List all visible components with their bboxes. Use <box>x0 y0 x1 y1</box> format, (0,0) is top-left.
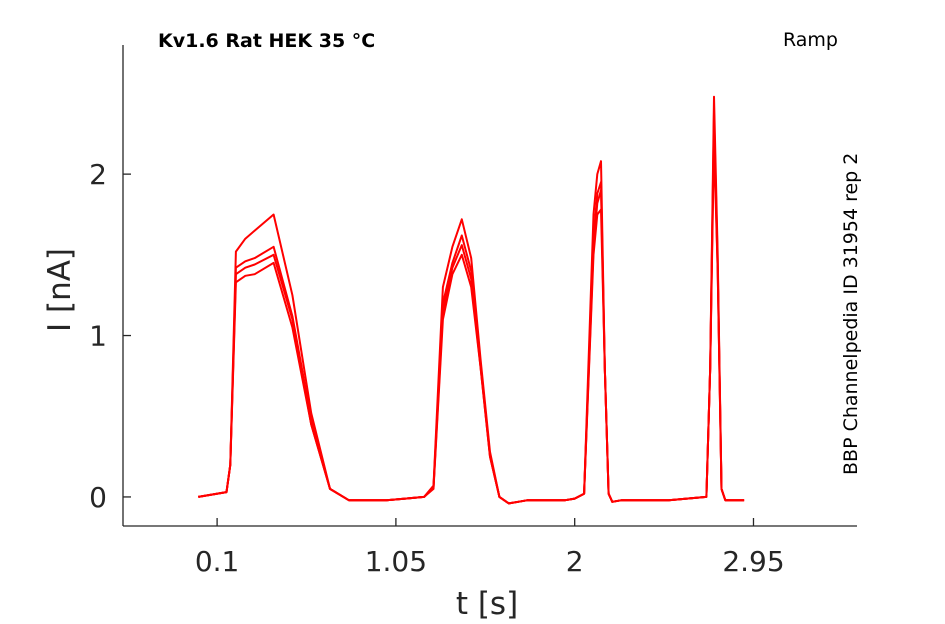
y-tick-label: 2 <box>89 158 107 191</box>
chart-title: Kv1.6 Rat HEK 35 °C <box>158 30 375 52</box>
trace-line-3 <box>198 111 745 505</box>
trace-line-1 <box>198 140 745 505</box>
y-axis-label: I [nA] <box>42 248 78 332</box>
y-ticks: 0 1 2 <box>89 158 131 514</box>
x-tick-label: 2.95 <box>722 545 784 578</box>
plot-area: 0.1 1.05 2 2.95 0 1 2 <box>89 45 857 578</box>
y-tick-label: 0 <box>89 481 107 514</box>
trace-line-4 <box>198 95 745 505</box>
x-tick-label: 1.05 <box>365 545 427 578</box>
x-axis-label: t [s] <box>456 586 518 622</box>
side-label: BBP Channelpedia ID 31954 rep 2 <box>840 153 862 475</box>
y-tick-label: 1 <box>89 320 107 353</box>
x-tick-label: 0.1 <box>195 545 240 578</box>
protocol-label: Ramp <box>783 29 838 51</box>
x-tick-label: 2 <box>566 545 584 578</box>
trace-line-2 <box>198 124 745 505</box>
traces-group <box>198 95 745 505</box>
x-ticks: 0.1 1.05 2 2.95 <box>195 518 785 578</box>
